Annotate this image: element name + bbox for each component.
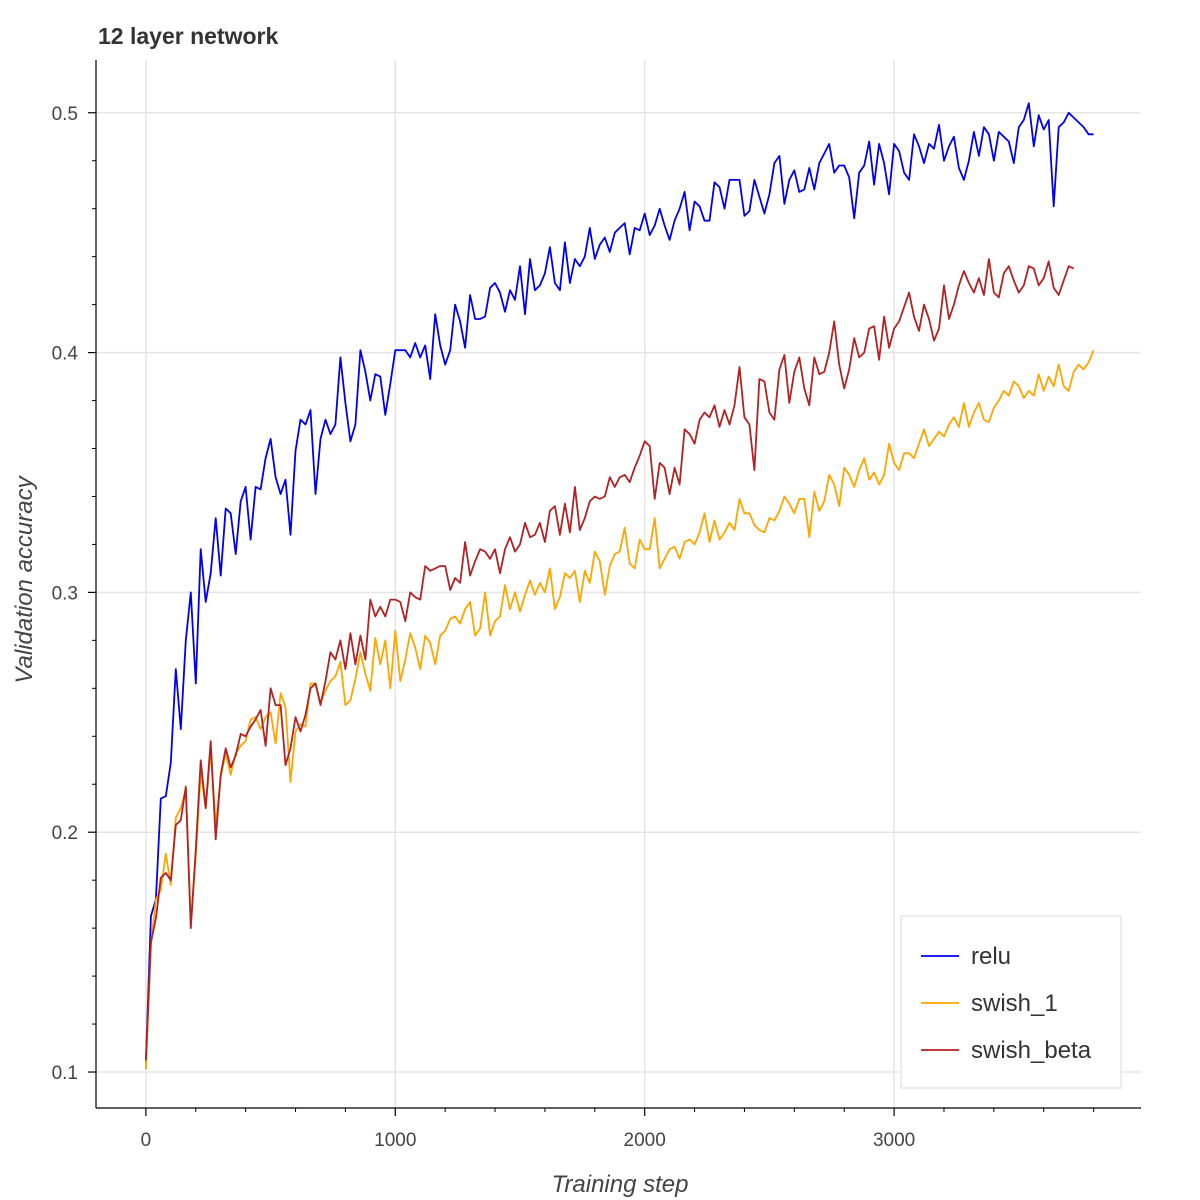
y-axis-label: Validation accuracy <box>11 474 38 683</box>
legend-label-swish-beta: swish_beta <box>971 1037 1092 1064</box>
legend-label-relu: relu <box>971 943 1011 970</box>
x-tick-label: 0 <box>141 1130 152 1151</box>
legend-box <box>900 915 1122 1089</box>
series-line-swish-1 <box>145 349 1095 1070</box>
legend-label-swish-1: swish_1 <box>971 990 1058 1017</box>
y-tick-label: 0.3 <box>52 583 78 604</box>
axes <box>88 60 1141 1116</box>
legend: relu swish_1 swish_beta <box>900 915 1122 1089</box>
series-line-relu <box>145 102 1094 1063</box>
y-tick-label: 0.1 <box>52 1063 78 1084</box>
y-tick-label: 0.2 <box>52 823 78 844</box>
x-axis-label: Training step <box>552 1171 689 1198</box>
grid <box>96 60 1141 1108</box>
x-tick-label: 3000 <box>873 1130 915 1151</box>
series-line-swish-beta <box>145 258 1075 1061</box>
series-layer <box>145 102 1095 1070</box>
x-tick-label: 2000 <box>624 1130 666 1151</box>
tick-labels: 0 1000 2000 3000 0.1 0.2 0.3 0.4 0.5 <box>52 104 916 1151</box>
y-tick-label: 0.4 <box>52 344 79 365</box>
x-tick-label: 1000 <box>374 1130 416 1151</box>
y-tick-label: 0.5 <box>52 104 78 125</box>
chart-title: 12 layer network <box>98 23 278 49</box>
